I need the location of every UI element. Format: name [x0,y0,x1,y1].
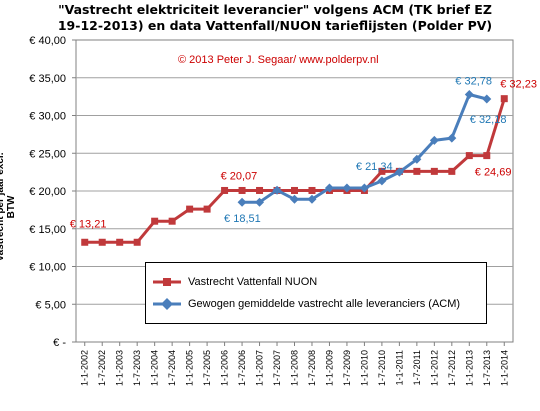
data-point-vattenfall [430,167,438,175]
data-point-acm [255,197,265,207]
data-point-vattenfall [291,186,298,194]
chart-title-line-2: 19-12-2013) en data Vattenfall/NUON tari… [57,18,493,33]
y-axis-label: Vastrecht per jaar excl. BTW [0,152,17,262]
x-tick-label: 1-1-2011 [394,350,404,385]
data-point-acm [394,167,404,177]
data-point-acm [272,185,282,195]
x-tick-label: 1-7-2005 [202,350,212,386]
data-point-acm [482,94,492,104]
x-tick-label: 1-1-2003 [115,350,125,386]
data-point-acm [429,135,439,145]
x-tick-label: 1-7-2009 [342,350,352,386]
data-point-acm [412,154,422,164]
data-point-acm [307,194,317,204]
x-tick-label: 1-1-2005 [185,350,195,386]
x-tick-label: 1-1-2007 [255,350,265,386]
chart-title: "Vastrecht elektriciteit leverancier" vo… [20,2,530,34]
data-label: € 32,78 [455,76,492,88]
x-tick-label: 1-1-2004 [150,350,160,386]
x-tick-label: 1-7-2004 [167,350,177,386]
data-point-vattenfall [413,167,421,175]
data-point-vattenfall [465,152,473,160]
x-tick-label: 1-1-2002 [80,350,90,386]
copyright-annotation: © 2013 Peter J. Segaar/ www.polderpv.nl [178,54,379,66]
legend-item-vattenfall: Vastrecht Vattenfall NUON [152,273,317,291]
data-point-vattenfall [238,186,246,194]
x-tick-label: 1-1-2006 [220,350,230,386]
data-label: € 20,07 [221,170,258,182]
x-tick-label: 1-7-2010 [377,350,387,386]
y-tick-label: € 35,00 [29,73,66,85]
y-tick-label: € 20,00 [29,186,66,198]
data-point-vattenfall [308,186,316,194]
data-label: € 32,23 [500,79,537,91]
x-tick-label: 1-7-2011 [412,350,422,385]
data-point-acm [464,90,474,100]
x-tick-label: 1-1-2008 [290,350,300,386]
x-tick-label: 1-7-2007 [272,350,282,386]
data-point-acm [447,133,457,143]
data-point-vattenfall [168,217,176,225]
data-point-vattenfall [483,152,491,160]
data-point-vattenfall [378,167,386,175]
x-tick-label: 1-7-2008 [307,350,317,386]
data-point-acm [324,183,334,193]
y-tick-label: € 40,00 [29,35,66,47]
legend-label-vattenfall: Vastrecht Vattenfall NUON [188,276,318,288]
data-point-vattenfall [256,186,264,194]
y-tick-label: € - [53,337,66,349]
x-tick-label: 1-7-2003 [132,350,142,386]
x-tick-label: 1-7-2013 [482,350,492,386]
data-point-vattenfall [500,95,508,103]
data-point-acm [359,183,369,193]
x-tick-label: 1-1-2009 [324,350,334,386]
x-tick-label: 1-7-2002 [97,350,107,386]
data-point-vattenfall [98,238,106,246]
data-point-acm [290,194,299,204]
data-label: € 13,21 [70,218,107,230]
y-tick-label: € 15,00 [29,224,66,236]
data-point-acm [377,176,387,186]
data-point-vattenfall [186,205,194,213]
data-point-vattenfall [203,205,211,213]
data-point-acm [237,197,247,207]
x-tick-label: 1-1-2013 [464,350,474,386]
x-tick-label: 1-1-2014 [499,350,509,386]
y-tick-label: € 5,00 [35,299,66,311]
data-label: € 21,34 [356,161,393,173]
data-point-vattenfall [116,238,124,246]
x-tick-label: 1-1-2010 [359,350,369,386]
data-label: € 32,18 [470,114,507,126]
legend-swatch-vattenfall [153,278,181,286]
data-point-acm [342,183,352,193]
data-point-vattenfall [81,238,89,246]
data-point-vattenfall [448,167,456,175]
legend-label-acm: Gewogen gemiddelde vastrecht alle levera… [188,298,461,310]
x-tick-label: 1-1-2012 [429,350,439,386]
data-label: € 24,69 [475,167,512,179]
x-tick-label: 1-7-2006 [237,350,247,386]
y-tick-label: € 25,00 [29,148,66,160]
y-tick-label: € 30,00 [29,111,66,123]
data-point-vattenfall [221,186,229,194]
chart-title-line-1: "Vastrecht elektriciteit leverancier" vo… [58,2,492,17]
x-tick-label: 1-7-2012 [447,350,457,386]
legend-item-acm: Gewogen gemiddelde vastrecht alle levera… [152,295,460,313]
legend: Vastrecht Vattenfall NUON Gewogen gemidd… [145,262,487,324]
y-tick-label: € 10,00 [29,262,66,274]
data-label: € 18,51 [224,213,261,225]
data-point-vattenfall [151,217,159,225]
data-point-vattenfall [133,238,141,246]
legend-swatch-acm [153,298,181,310]
